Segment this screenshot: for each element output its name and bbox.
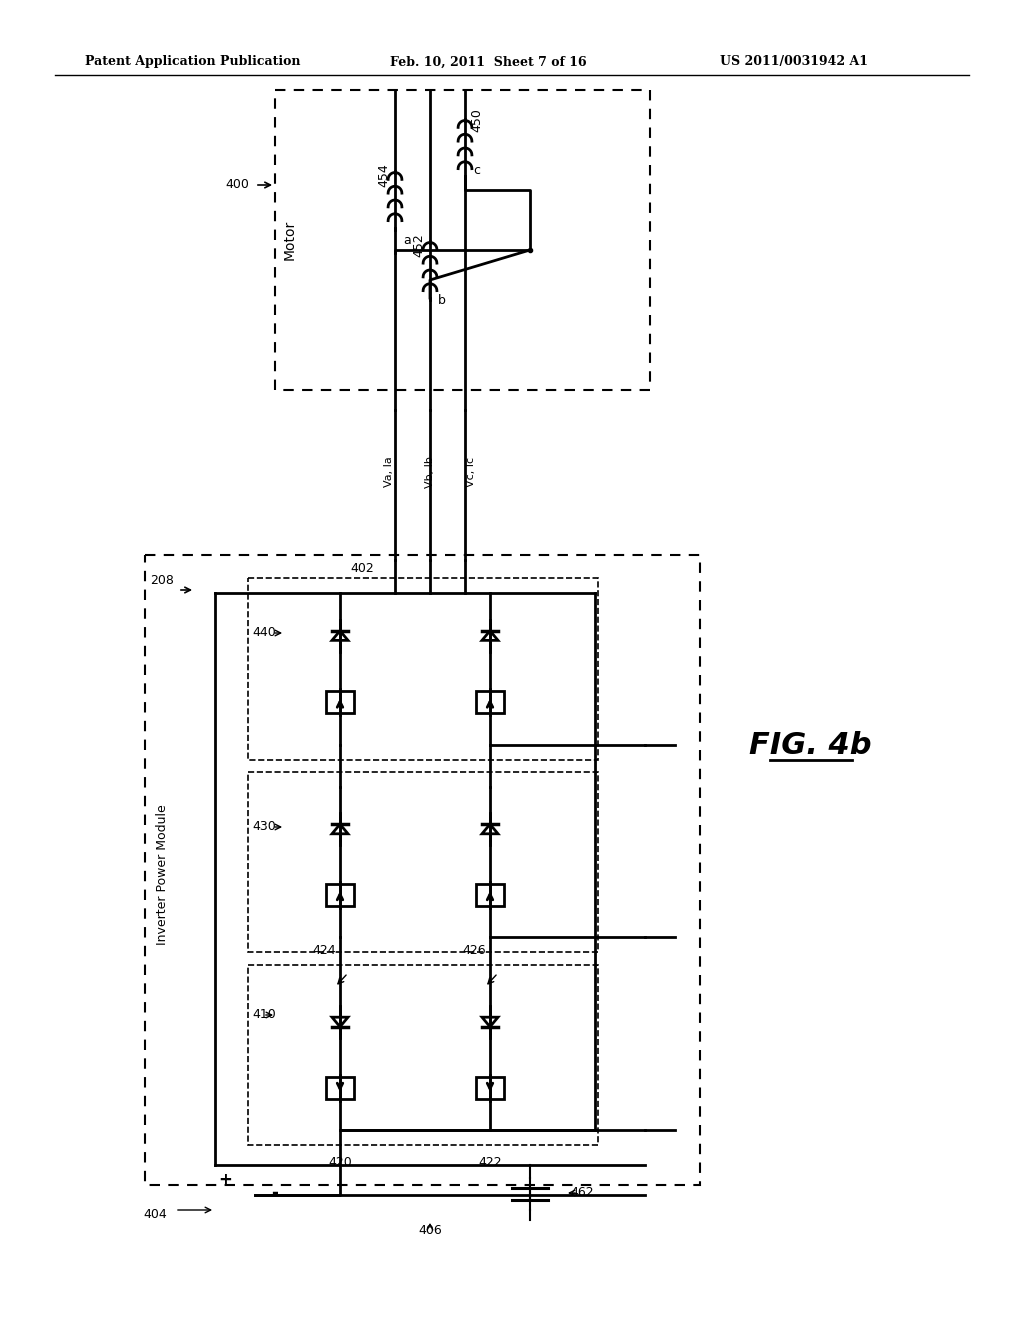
Text: 422: 422 [478, 1156, 502, 1170]
Text: Vc, Ic: Vc, Ic [466, 457, 476, 487]
Polygon shape [332, 1018, 348, 1027]
Polygon shape [332, 824, 348, 834]
Bar [476, 1077, 504, 1100]
Text: FIG. 4b: FIG. 4b [749, 730, 871, 759]
Polygon shape [332, 631, 348, 640]
Text: 402: 402 [350, 561, 374, 574]
Polygon shape [482, 631, 498, 640]
Text: 404: 404 [143, 1209, 167, 1221]
Bar [476, 692, 504, 713]
Text: US 2011/0031942 A1: US 2011/0031942 A1 [720, 55, 868, 69]
Text: b: b [438, 293, 445, 306]
Text: 430: 430 [252, 821, 275, 833]
Text: -: - [271, 1184, 279, 1203]
Text: Inverter Power Module: Inverter Power Module [157, 805, 170, 945]
Text: a: a [403, 234, 411, 247]
Text: Patent Application Publication: Patent Application Publication [85, 55, 300, 69]
Text: 208: 208 [150, 573, 174, 586]
Polygon shape [482, 1018, 498, 1027]
Bar [476, 884, 504, 906]
Text: 410: 410 [252, 1008, 275, 1022]
Text: 424: 424 [312, 945, 336, 957]
Text: 454: 454 [377, 164, 390, 187]
Text: 440: 440 [252, 627, 275, 639]
Text: Va, Ia: Va, Ia [384, 457, 394, 487]
Bar [326, 692, 354, 713]
Bar [326, 1077, 354, 1100]
Text: Vb, Ib: Vb, Ib [425, 457, 435, 488]
Text: 400: 400 [225, 178, 249, 191]
Polygon shape [482, 824, 498, 834]
Text: Feb. 10, 2011  Sheet 7 of 16: Feb. 10, 2011 Sheet 7 of 16 [390, 55, 587, 69]
Text: c: c [473, 164, 480, 177]
Text: +: + [218, 1171, 232, 1189]
Text: 462: 462 [570, 1187, 594, 1200]
Text: 406: 406 [418, 1224, 442, 1237]
Text: 450: 450 [470, 108, 483, 132]
Text: Motor: Motor [283, 220, 297, 260]
Bar [326, 884, 354, 906]
Text: 452: 452 [412, 234, 425, 257]
Text: 426: 426 [462, 945, 485, 957]
Text: 420: 420 [328, 1156, 352, 1170]
